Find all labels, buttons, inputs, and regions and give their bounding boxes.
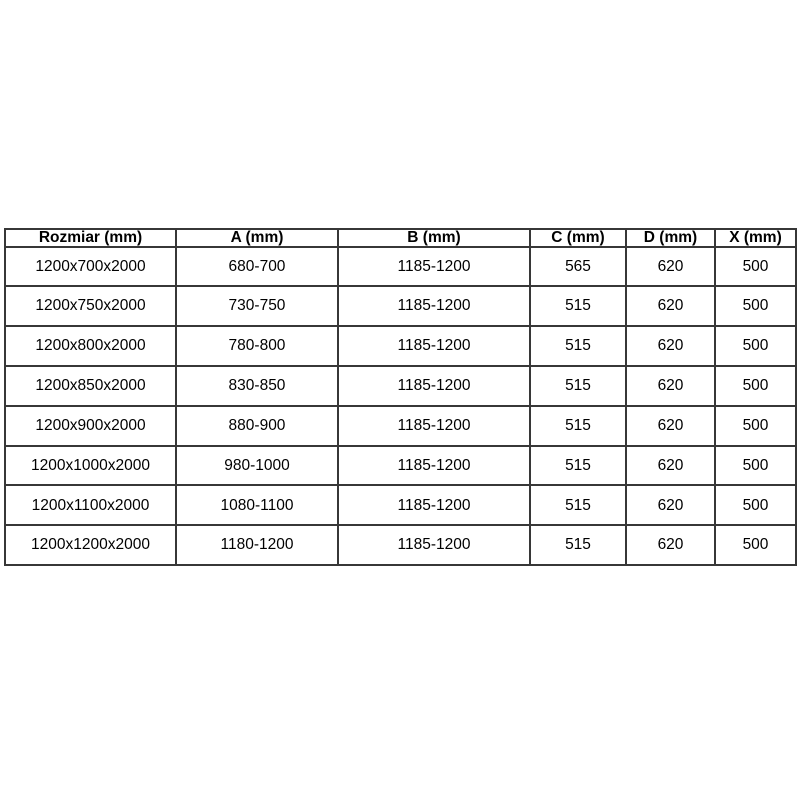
column-header-b: B (mm) <box>337 228 531 248</box>
table-cell: 500 <box>714 364 797 407</box>
table-cell: 1200x900x2000 <box>4 404 177 447</box>
table-cell: 1200x750x2000 <box>4 285 177 328</box>
table-cell: 515 <box>529 524 627 566</box>
table-cell: 620 <box>625 404 716 447</box>
table-row: 1200x850x2000 830-850 1185-1200 515 620 500 <box>4 364 797 407</box>
table-cell: 515 <box>529 285 627 328</box>
table-cell: 565 <box>529 245 627 288</box>
size-table-container: Rozmiar (mm) A (mm) B (mm) C (mm) D (mm)… <box>4 228 797 566</box>
table-cell: 730-750 <box>175 285 339 328</box>
size-table: Rozmiar (mm) A (mm) B (mm) C (mm) D (mm)… <box>4 228 797 566</box>
table-cell: 620 <box>625 325 716 367</box>
table-cell: 1200x700x2000 <box>4 245 177 288</box>
table-row: 1200x1200x2000 1180-1200 1185-1200 515 620 50… <box>4 524 797 566</box>
table-cell: 1185-1200 <box>337 285 531 328</box>
table-cell: 1185-1200 <box>337 364 531 407</box>
table-cell: 1185-1200 <box>337 404 531 447</box>
table-row: 1200x700x2000 680-700 1185-1200 565 620 500 <box>4 245 797 288</box>
table-cell: 1185-1200 <box>337 524 531 566</box>
table-cell: 1200x1200x2000 <box>4 524 177 566</box>
table-cell: 1080-1100 <box>175 484 339 527</box>
table-cell: 515 <box>529 404 627 447</box>
table-cell: 1185-1200 <box>337 245 531 288</box>
table-cell: 515 <box>529 364 627 407</box>
table-cell: 1200x800x2000 <box>4 325 177 367</box>
table-cell: 500 <box>714 325 797 367</box>
table-cell: 515 <box>529 444 627 487</box>
table-cell: 620 <box>625 524 716 566</box>
table-cell: 500 <box>714 524 797 566</box>
table-cell: 1185-1200 <box>337 444 531 487</box>
table-cell: 680-700 <box>175 245 339 288</box>
table-cell: 620 <box>625 484 716 527</box>
table-cell: 620 <box>625 245 716 288</box>
column-header-x: X (mm) <box>714 228 797 248</box>
table-cell: 1200x1100x2000 <box>4 484 177 527</box>
table-cell: 880-900 <box>175 404 339 447</box>
table-cell: 780-800 <box>175 325 339 367</box>
table-cell: 830-850 <box>175 364 339 407</box>
table-cell: 980-1000 <box>175 444 339 487</box>
table-cell: 500 <box>714 484 797 527</box>
table-row: 1200x1100x2000 1080-1100 1185-1200 515 620 50… <box>4 484 797 527</box>
table-cell: 1200x1000x2000 <box>4 444 177 487</box>
table-row: 1200x750x2000 730-750 1185-1200 515 620 500 <box>4 285 797 328</box>
table-cell: 500 <box>714 245 797 288</box>
column-header-d: D (mm) <box>625 228 716 248</box>
table-body: 1200x700x2000 680-700 1185-1200 565 620 500 12… <box>4 245 797 566</box>
table-row: 1200x900x2000 880-900 1185-1200 515 620 500 <box>4 404 797 447</box>
table-cell: 620 <box>625 285 716 328</box>
table-cell: 620 <box>625 364 716 407</box>
column-header-c: C (mm) <box>529 228 627 248</box>
table-cell: 515 <box>529 325 627 367</box>
column-header-rozmiar: Rozmiar (mm) <box>4 228 177 248</box>
column-header-a: A (mm) <box>175 228 339 248</box>
table-cell: 620 <box>625 444 716 487</box>
table-row: 1200x1000x2000 980-1000 1185-1200 515 620 500 <box>4 444 797 487</box>
table-cell: 500 <box>714 285 797 328</box>
table-cell: 1185-1200 <box>337 484 531 527</box>
table-header-row: Rozmiar (mm) A (mm) B (mm) C (mm) D (mm)… <box>4 228 797 248</box>
table-cell: 1185-1200 <box>337 325 531 367</box>
table-cell: 1180-1200 <box>175 524 339 566</box>
table-cell: 500 <box>714 404 797 447</box>
table-cell: 500 <box>714 444 797 487</box>
table-cell: 515 <box>529 484 627 527</box>
table-cell: 1200x850x2000 <box>4 364 177 407</box>
table-row: 1200x800x2000 780-800 1185-1200 515 620 500 <box>4 325 797 367</box>
